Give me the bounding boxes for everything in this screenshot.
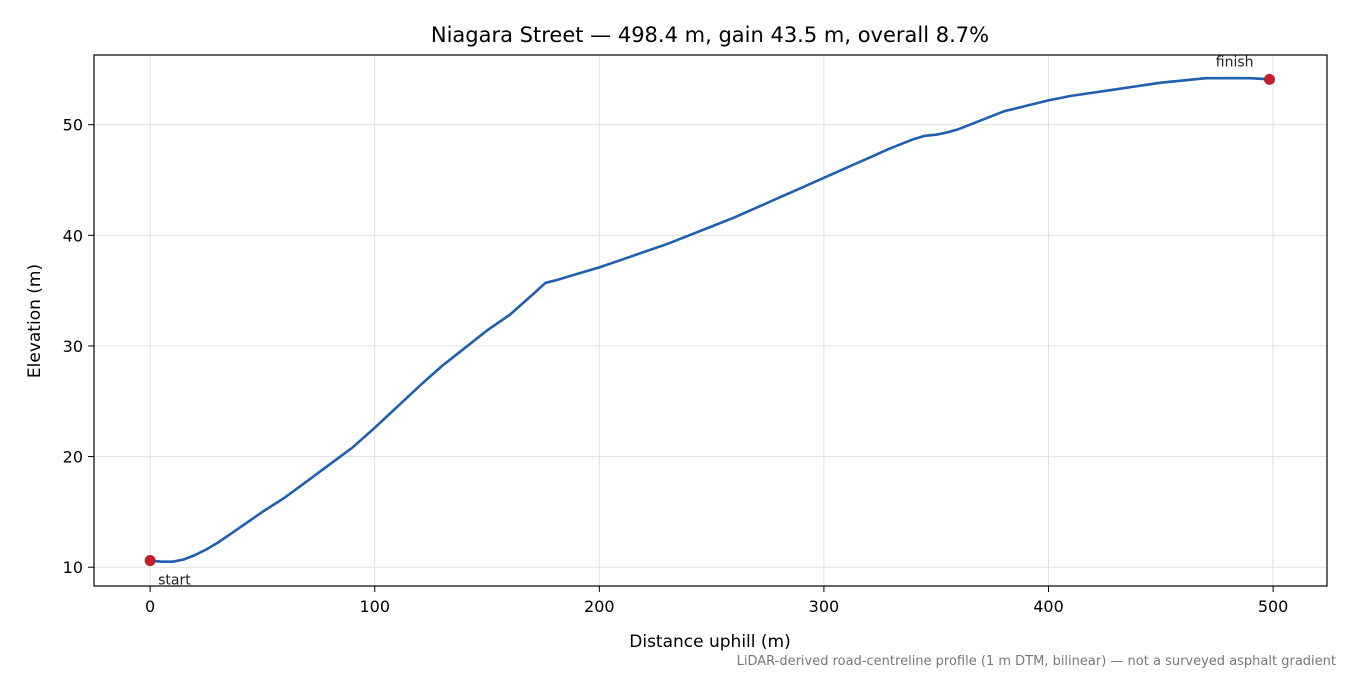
- elevation-profile-line: [148, 76, 1271, 563]
- y-tick-label: 50: [63, 116, 83, 135]
- x-axis-label: Distance uphill (m): [629, 632, 790, 652]
- finish-marker: [1264, 73, 1276, 85]
- y-tick-label: 20: [63, 448, 83, 467]
- y-tick-label: 10: [63, 558, 83, 577]
- x-tick-label: 500: [1258, 597, 1289, 616]
- y-tick-label: 30: [63, 337, 83, 356]
- y-tick-label: 40: [63, 226, 83, 245]
- y-axis-label: Elevation (m): [25, 264, 45, 378]
- series-layer: start finish: [144, 54, 1276, 589]
- axis-ticks: 0 100 200 300 400 500 10 20 30 40 50: [63, 116, 1289, 616]
- x-tick-label: 400: [1033, 597, 1064, 616]
- start-annotation: start: [158, 573, 191, 589]
- x-tick-label: 200: [584, 597, 615, 616]
- finish-annotation: finish: [1216, 54, 1254, 70]
- footnote: LiDAR-derived road-centreline profile (1…: [737, 654, 1336, 669]
- plot-frame: [93, 54, 1328, 587]
- grid-lines: [94, 55, 1327, 586]
- x-tick-label: 300: [809, 597, 840, 616]
- start-marker: [144, 555, 156, 567]
- x-tick-label: 100: [359, 597, 390, 616]
- chart-title: Niagara Street — 498.4 m, gain 43.5 m, o…: [431, 23, 989, 47]
- x-tick-label: 0: [145, 597, 155, 616]
